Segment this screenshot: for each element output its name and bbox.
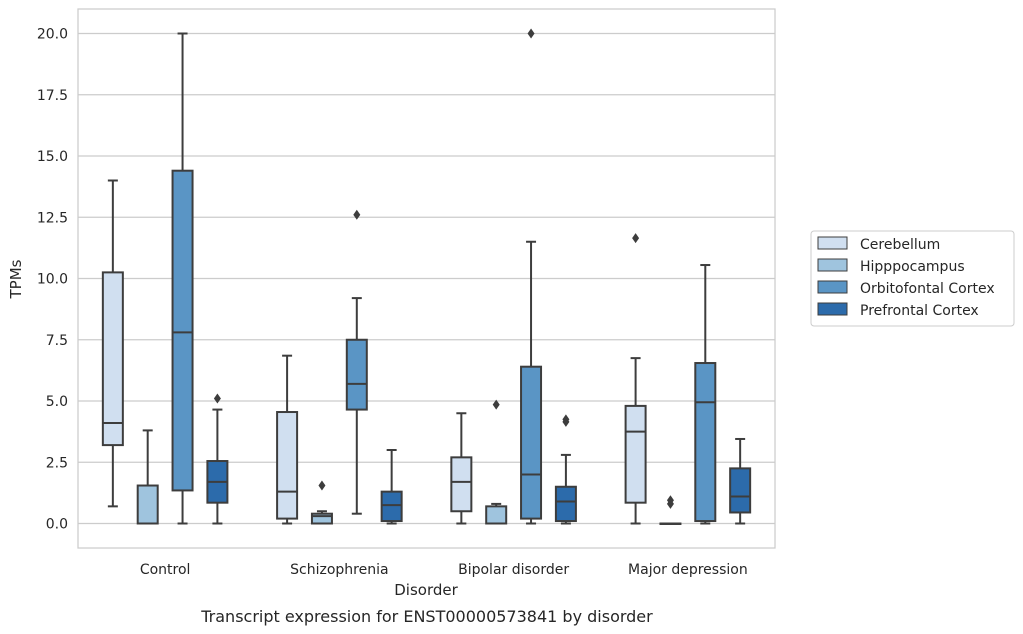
box-orbitofontal-cortex <box>171 32 194 525</box>
box-cerebellum <box>450 412 473 525</box>
y-tick-label: 12.5 <box>37 210 68 226</box>
box-orbitofontal-cortex <box>345 209 368 515</box>
x-tick-labels: Control Schizophrenia Bipolar disorder Majo… <box>140 562 748 578</box>
y-tick-label: 0.0 <box>46 517 68 533</box>
legend-frame <box>810 230 1015 327</box>
iqr-box <box>310 512 333 525</box>
y-tick-label: 20.0 <box>37 27 68 43</box>
gridlines <box>78 32 775 525</box>
legend-swatch <box>817 280 848 294</box>
legend-label: Hipppocampus <box>860 259 965 275</box>
iqr-box <box>450 456 473 513</box>
box-hipppocampus <box>136 429 159 525</box>
outlier-point <box>318 480 326 491</box>
legend-label: Prefrontal Cortex <box>860 303 979 319</box>
box-orbitofontal-cortex <box>520 28 543 525</box>
box-hipppocampus <box>485 399 508 525</box>
box-prefrontal-cortex <box>206 393 229 525</box>
box-prefrontal-cortex <box>729 437 752 525</box>
iqr-box <box>380 490 403 523</box>
iqr-box <box>276 411 299 520</box>
x-tick-label: Control <box>140 562 191 578</box>
box-hipppocampus <box>659 495 682 525</box>
iqr-box <box>554 485 577 523</box>
outlier-point <box>213 393 221 404</box>
x-axis-label: Disorder <box>394 581 458 599</box>
iqr-box <box>136 484 159 525</box>
y-tick-label: 15.0 <box>37 149 68 165</box>
iqr-box <box>520 365 543 520</box>
iqr-box <box>729 467 752 514</box>
legend-swatch <box>817 236 848 250</box>
box-hipppocampus <box>310 480 333 525</box>
outlier-point <box>492 399 500 410</box>
y-axis-label: TPMs <box>7 259 25 299</box>
chart-caption: Transcript expression for ENST0000057384… <box>200 607 653 626</box>
y-tick-label: 10.0 <box>37 272 68 288</box>
x-tick-label: Major depression <box>628 562 748 578</box>
x-tick-label: Schizophrenia <box>290 562 388 578</box>
y-tick-labels: 0.0 2.5 5.0 7.5 10.0 12.5 15.0 17.5 20.0 <box>37 27 68 533</box>
legend: Cerebellum Hipppocampus Orbitofontal Corte… <box>810 230 1015 327</box>
iqr-box <box>694 362 717 523</box>
iqr-box <box>485 505 508 525</box>
outlier-point <box>562 414 570 425</box>
outlier-point <box>527 28 535 39</box>
iqr-box <box>345 338 368 411</box>
y-tick-label: 17.5 <box>37 88 68 104</box>
outlier-point <box>666 495 674 506</box>
box-groups <box>101 28 752 525</box>
box-prefrontal-cortex <box>554 414 577 525</box>
y-tick-label: 5.0 <box>46 394 68 410</box>
box-cerebellum <box>276 354 299 525</box>
y-tick-label: 7.5 <box>46 333 68 349</box>
box-cerebellum <box>101 179 124 508</box>
legend-label: Cerebellum <box>860 237 940 253</box>
outlier-point <box>632 233 640 244</box>
x-tick-label: Bipolar disorder <box>458 562 569 578</box>
iqr-box <box>171 169 194 492</box>
legend-swatch <box>817 302 848 316</box>
legend-swatch <box>817 258 848 272</box>
box-cerebellum <box>624 233 647 525</box>
y-tick-label: 2.5 <box>46 455 68 471</box>
legend-label: Orbitofontal Cortex <box>860 281 995 297</box>
box-prefrontal-cortex <box>380 449 403 525</box>
box-orbitofontal-cortex <box>694 264 717 525</box>
iqr-box <box>624 404 647 504</box>
iqr-box <box>101 271 124 447</box>
outlier-point <box>353 209 361 220</box>
